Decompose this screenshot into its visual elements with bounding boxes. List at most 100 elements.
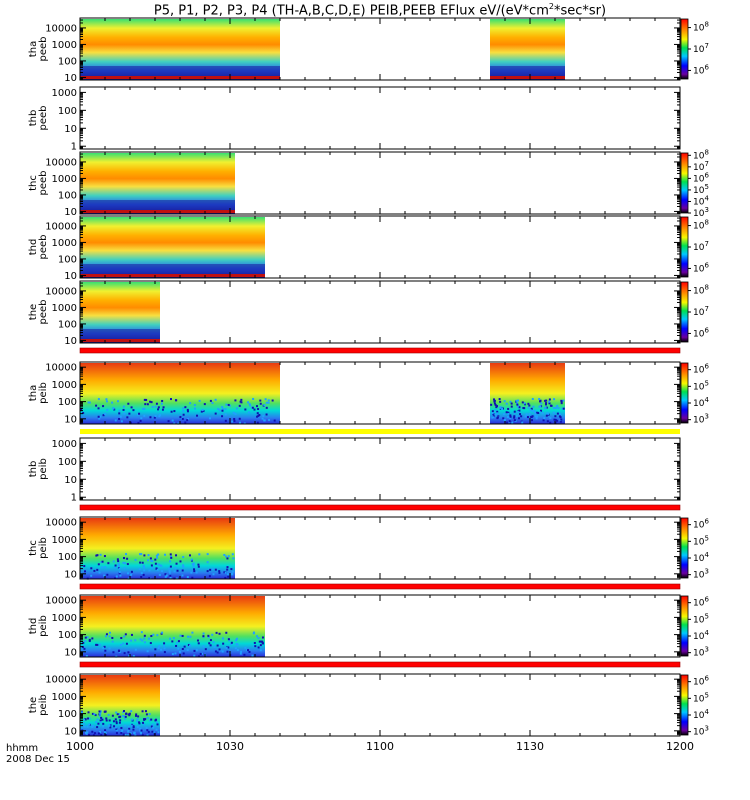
panel-thapeib (79, 361, 691, 434)
noise-speck (98, 643, 101, 646)
noise-speck (525, 413, 528, 416)
noise-speck (235, 637, 238, 640)
colorbar-tick-label: 106 (693, 518, 709, 531)
noise-speck (181, 417, 184, 420)
noise-speck (138, 722, 141, 725)
baseline-band (80, 339, 160, 342)
noise-speck (152, 726, 155, 729)
panel-thcpeib (79, 516, 691, 590)
noise-speck (226, 650, 229, 653)
noise-speck (141, 734, 144, 737)
noise-speck (267, 399, 270, 402)
noise-speck (112, 560, 115, 563)
noise-speck (134, 714, 137, 717)
noise-speck (186, 410, 189, 413)
noise-speck (105, 717, 108, 720)
noise-speck (118, 571, 121, 574)
noise-speck (112, 407, 115, 410)
noise-speck (142, 566, 145, 569)
low-energy-band (80, 329, 160, 339)
y-tick-label: 100 (58, 254, 77, 265)
noise-speck (238, 404, 241, 407)
noise-speck (105, 719, 108, 722)
noise-speck (156, 568, 159, 571)
noise-speck (198, 399, 201, 402)
noise-speck (91, 730, 94, 733)
y-tick-label: 10000 (45, 286, 77, 297)
noise-speck (498, 398, 501, 401)
noise-speck (118, 412, 121, 415)
panel-thdpeib (79, 594, 691, 668)
panel-frame (79, 673, 681, 737)
colorbar (680, 216, 689, 278)
noise-speck (516, 403, 519, 406)
noise-speck (264, 398, 267, 401)
noise-speck (96, 726, 99, 729)
noise-speck (82, 411, 85, 414)
noise-speck (560, 399, 563, 402)
noise-speck (209, 399, 212, 402)
colorbar-tick-label: 104 (693, 629, 709, 642)
noise-speck (158, 414, 161, 417)
noise-speck (539, 411, 542, 414)
noise-speck (150, 718, 153, 721)
low-energy-band (80, 264, 265, 274)
noise-speck (141, 710, 144, 713)
noise-speck (157, 731, 160, 734)
noise-speck (143, 637, 146, 640)
noise-speck (91, 725, 94, 728)
noise-speck (240, 398, 243, 401)
noise-speck (150, 635, 153, 638)
y-tick-label: 10 (64, 414, 77, 425)
colorbar-tick-label: 105 (693, 379, 709, 392)
noise-speck (556, 404, 559, 407)
noise-speck (177, 640, 180, 643)
noise-speck (206, 570, 209, 573)
noise-speck (157, 406, 160, 409)
noise-speck (544, 407, 547, 410)
noise-speck (130, 718, 133, 721)
noise-speck (123, 715, 126, 718)
noise-speck (117, 713, 120, 716)
noise-speck (545, 414, 548, 417)
noise-speck (102, 405, 105, 408)
y-tick-label: 1 (71, 142, 77, 153)
noise-speck (244, 646, 247, 649)
panel-ylabel-probe: the (28, 304, 39, 320)
noise-speck (151, 730, 154, 733)
low-energy-band (490, 66, 565, 76)
noise-speck (96, 643, 99, 646)
noise-speck (155, 718, 158, 721)
noise-speck (202, 635, 205, 638)
noise-speck (189, 402, 192, 405)
noise-speck (103, 645, 106, 648)
noise-speck (156, 634, 159, 637)
y-tick-label: 10000 (45, 23, 77, 34)
y-tick-label: 10 (64, 336, 77, 347)
noise-speck (112, 720, 115, 723)
colorbar-tick-label: 106 (693, 675, 709, 688)
noise-speck (209, 644, 212, 647)
noise-speck (252, 397, 255, 400)
noise-speck (169, 553, 172, 556)
noise-speck (513, 415, 516, 418)
noise-speck (222, 642, 225, 645)
noise-speck (124, 633, 127, 636)
noise-speck (240, 650, 243, 653)
noise-speck (158, 645, 161, 648)
noise-speck (221, 409, 224, 412)
noise-speck (250, 406, 253, 409)
noise-speck (143, 554, 146, 557)
noise-speck (86, 717, 89, 720)
noise-speck (154, 415, 157, 418)
noise-speck (515, 415, 518, 418)
noise-speck (163, 651, 166, 654)
noise-speck (82, 641, 85, 644)
noise-speck (127, 651, 130, 654)
x-tick-label: 1200 (666, 740, 694, 753)
noise-speck (145, 713, 148, 716)
noise-speck (137, 715, 140, 718)
y-tick-label: 1000 (52, 692, 77, 703)
noise-speck (142, 721, 145, 724)
noise-speck (116, 713, 119, 716)
